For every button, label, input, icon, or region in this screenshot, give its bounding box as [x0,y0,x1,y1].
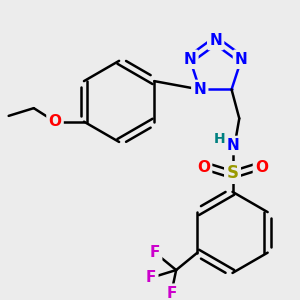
Text: O: O [197,160,210,175]
Text: N: N [235,52,248,67]
Text: F: F [166,286,176,300]
Text: F: F [146,270,156,285]
Text: F: F [150,245,160,260]
Text: N: N [226,138,239,153]
Text: N: N [194,82,206,97]
Text: N: N [209,33,222,48]
Text: O: O [255,160,268,175]
Text: S: S [226,164,238,181]
Text: O: O [49,114,62,129]
Text: N: N [184,52,196,67]
Text: H: H [214,132,226,146]
